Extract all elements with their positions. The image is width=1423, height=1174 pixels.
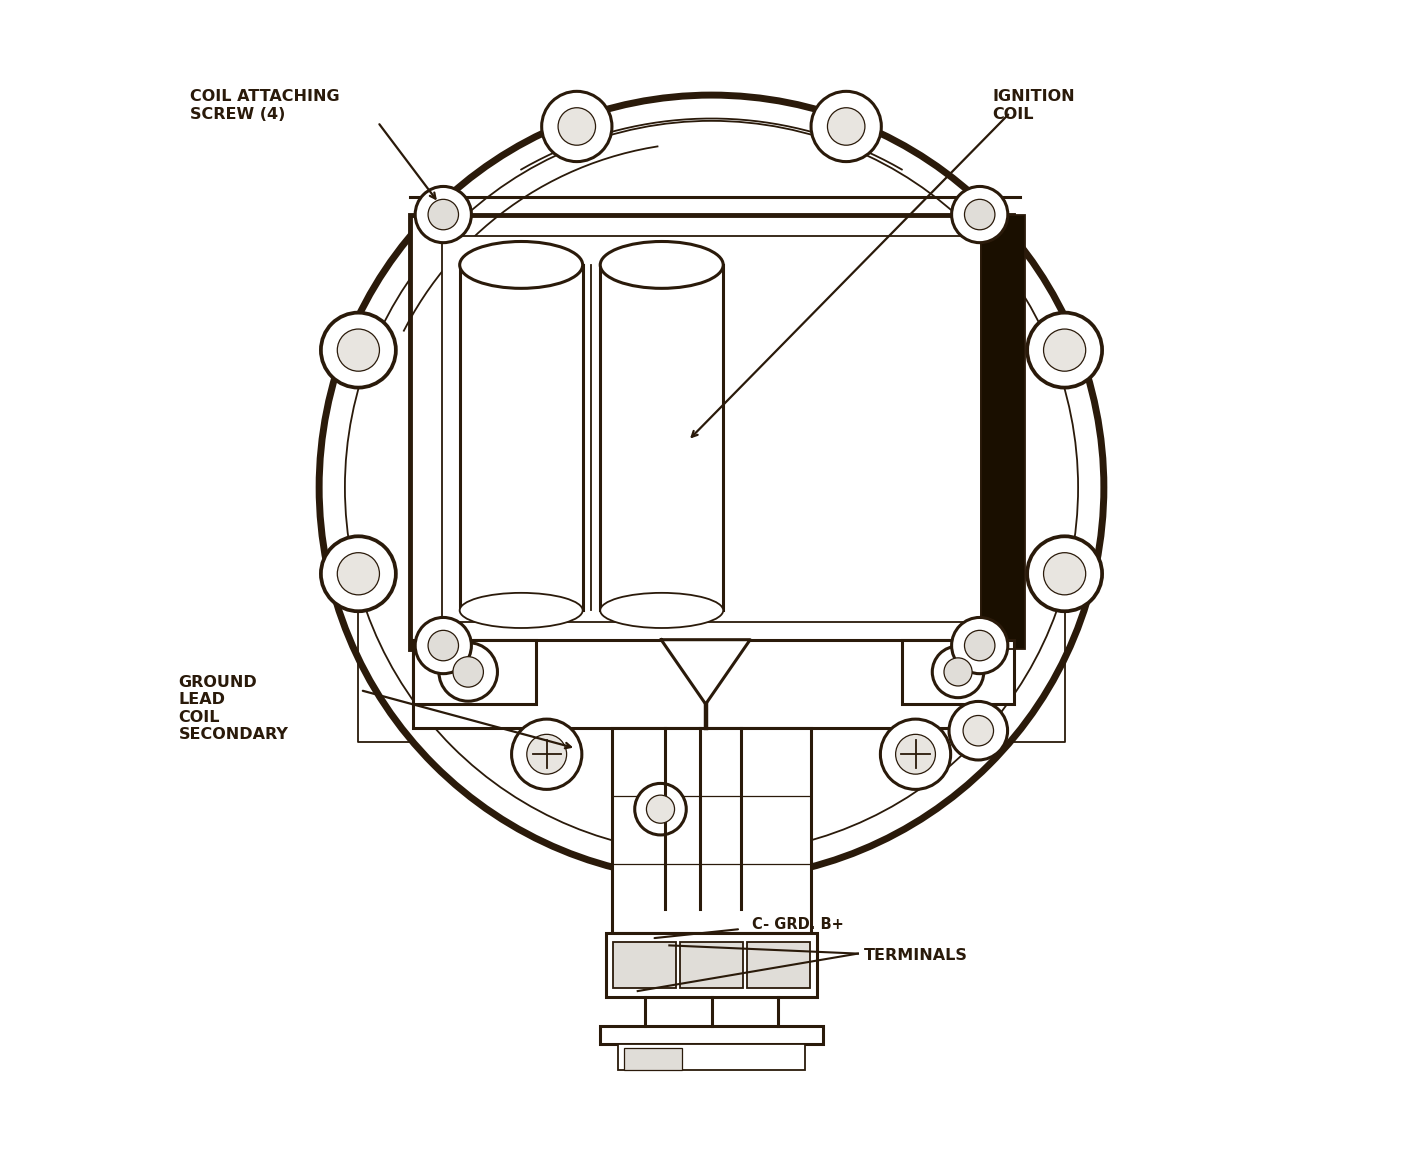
Circle shape: [453, 656, 484, 687]
Ellipse shape: [601, 593, 723, 628]
Bar: [410, 215, 1013, 649]
Circle shape: [827, 108, 865, 146]
Bar: [601, 265, 723, 610]
Bar: [413, 640, 536, 704]
Bar: [443, 236, 980, 622]
Bar: [623, 1048, 682, 1070]
Circle shape: [895, 735, 935, 774]
Circle shape: [512, 720, 582, 789]
Text: C- GRD. B+: C- GRD. B+: [753, 917, 844, 932]
Circle shape: [527, 735, 566, 774]
Text: GROUND
LEAD
COIL
SECONDARY: GROUND LEAD COIL SECONDARY: [179, 675, 289, 742]
Circle shape: [881, 720, 951, 789]
Ellipse shape: [460, 593, 582, 628]
Circle shape: [428, 200, 458, 230]
Circle shape: [811, 92, 881, 162]
Circle shape: [337, 553, 380, 595]
Bar: [413, 640, 963, 728]
Bar: [460, 265, 582, 610]
Circle shape: [952, 618, 1007, 674]
Circle shape: [932, 646, 983, 697]
Bar: [613, 942, 676, 987]
Circle shape: [1043, 553, 1086, 595]
Bar: [606, 932, 817, 997]
Circle shape: [965, 630, 995, 661]
Bar: [980, 215, 1026, 649]
Ellipse shape: [601, 242, 723, 289]
Bar: [601, 1026, 822, 1044]
Circle shape: [1043, 329, 1086, 371]
Circle shape: [322, 537, 396, 612]
Circle shape: [558, 108, 596, 146]
Circle shape: [1027, 537, 1101, 612]
Circle shape: [416, 187, 471, 243]
Circle shape: [952, 187, 1007, 243]
Bar: [612, 728, 811, 932]
Text: COIL ATTACHING
SCREW (4): COIL ATTACHING SCREW (4): [191, 89, 340, 122]
Circle shape: [319, 95, 1104, 879]
Bar: [747, 942, 810, 987]
Circle shape: [963, 715, 993, 745]
Circle shape: [428, 630, 458, 661]
Text: TERMINALS: TERMINALS: [864, 947, 968, 963]
Circle shape: [949, 701, 1007, 760]
Circle shape: [416, 618, 471, 674]
Circle shape: [965, 200, 995, 230]
Bar: [902, 640, 1013, 704]
Circle shape: [943, 657, 972, 686]
Circle shape: [337, 329, 380, 371]
Bar: [618, 1044, 805, 1070]
Circle shape: [1027, 312, 1101, 387]
Circle shape: [438, 642, 498, 701]
Circle shape: [322, 312, 396, 387]
Circle shape: [635, 783, 686, 835]
Ellipse shape: [460, 242, 582, 289]
Polygon shape: [662, 640, 750, 704]
Circle shape: [646, 795, 675, 823]
Bar: [680, 942, 743, 987]
Circle shape: [542, 92, 612, 162]
Text: IGNITION
COIL: IGNITION COIL: [993, 89, 1076, 122]
Bar: [980, 215, 1026, 649]
